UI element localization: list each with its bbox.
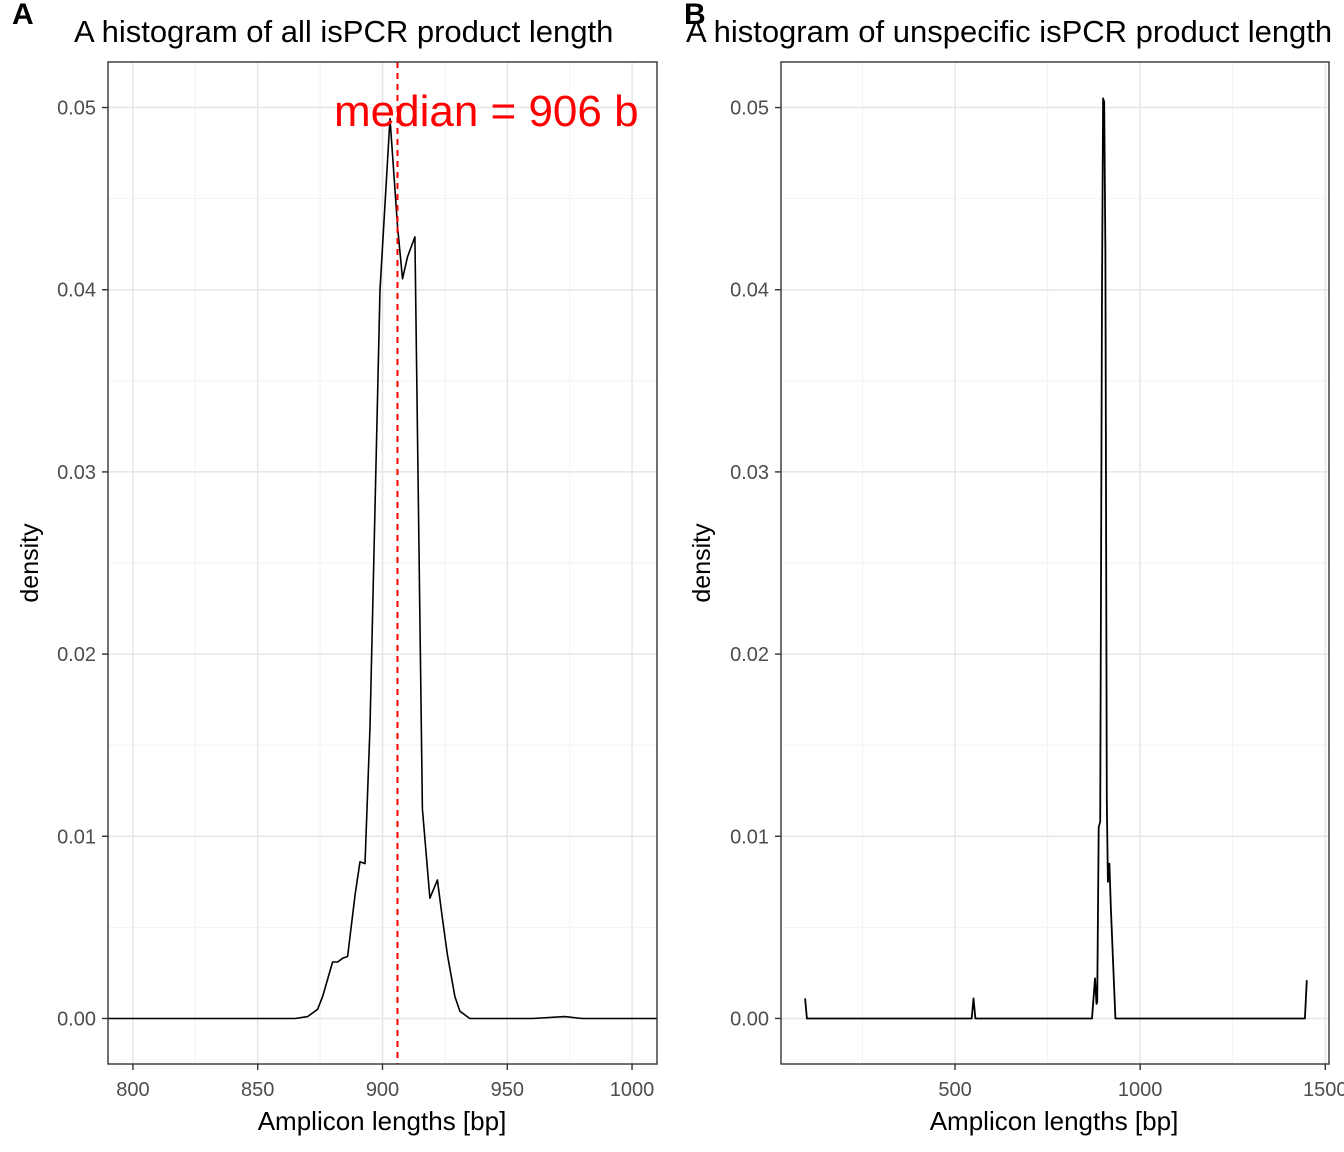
panel-a-x-tick-label: 950 (491, 1079, 524, 1101)
panel-b-x-label: Amplicon lengths [bp] (930, 1106, 1179, 1136)
panel-a-frame (107, 61, 658, 1065)
panel-a-x-tick-label: 850 (241, 1079, 274, 1101)
panel-b-grid (781, 62, 1329, 1064)
panel-a-title: A histogram of all isPCR product length (74, 14, 613, 49)
panel-a-y-label: density (16, 523, 44, 603)
panel-b-x-tick-label: 500 (938, 1079, 971, 1101)
panel-a-x-tick-label: 800 (116, 1079, 149, 1101)
panel-a-y-ticks: 0.00 0.01 0.02 0.03 0.04 0.05 (57, 98, 108, 1030)
panel-b-y-tick-label: 0.01 (730, 826, 769, 848)
panel-a-x-tick-label: 900 (366, 1079, 399, 1101)
panel-a-letter: A (12, 0, 34, 31)
panel-b-x-ticks: 500 1000 1500 (938, 1064, 1344, 1101)
panel-a-x-ticks: 800 850 900 950 1000 (116, 1064, 654, 1101)
panel-a-y-tick-label: 0.00 (57, 1008, 96, 1030)
panel-a-y-tick-label: 0.02 (57, 644, 96, 666)
panel-b-y-tick-label: 0.00 (730, 1008, 769, 1030)
panel-a-x-tick-label: 1000 (610, 1079, 655, 1101)
panel-b-y-tick-label: 0.05 (730, 98, 769, 120)
panel-b-density-line (804, 97, 1308, 1020)
panel-a-y-tick-label: 0.05 (57, 98, 96, 120)
panel-a: A A histogram of all isPCR product lengt… (12, 0, 658, 1136)
panel-b-letter: B (684, 0, 706, 31)
panel-b-x-tick-label: 1500 (1303, 1079, 1344, 1101)
panel-b-y-tick-label: 0.04 (730, 280, 769, 302)
panel-b-title: A histogram of unspecific isPCR product … (686, 14, 1332, 49)
panel-a-median-annotation: median = 906 b (334, 87, 639, 136)
panel-a-y-tick-label: 0.01 (57, 826, 96, 848)
panel-b-y-tick-label: 0.03 (730, 462, 769, 484)
panel-b-y-ticks: 0.00 0.01 0.02 0.03 0.04 0.05 (730, 98, 781, 1030)
panel-b: A histogram of unspecific isPCR product … (684, 0, 1344, 1136)
panel-b-y-tick-label: 0.02 (730, 644, 769, 666)
panel-a-density-line (108, 117, 657, 1020)
panel-b-x-tick-label: 1000 (1118, 1079, 1163, 1101)
panel-b-y-label: density (688, 523, 716, 603)
panel-b-frame (780, 61, 1330, 1065)
panel-a-grid (108, 62, 657, 1064)
panel-a-y-tick-label: 0.03 (57, 462, 96, 484)
panel-a-y-tick-label: 0.04 (57, 280, 96, 302)
panel-a-x-label: Amplicon lengths [bp] (258, 1106, 507, 1136)
